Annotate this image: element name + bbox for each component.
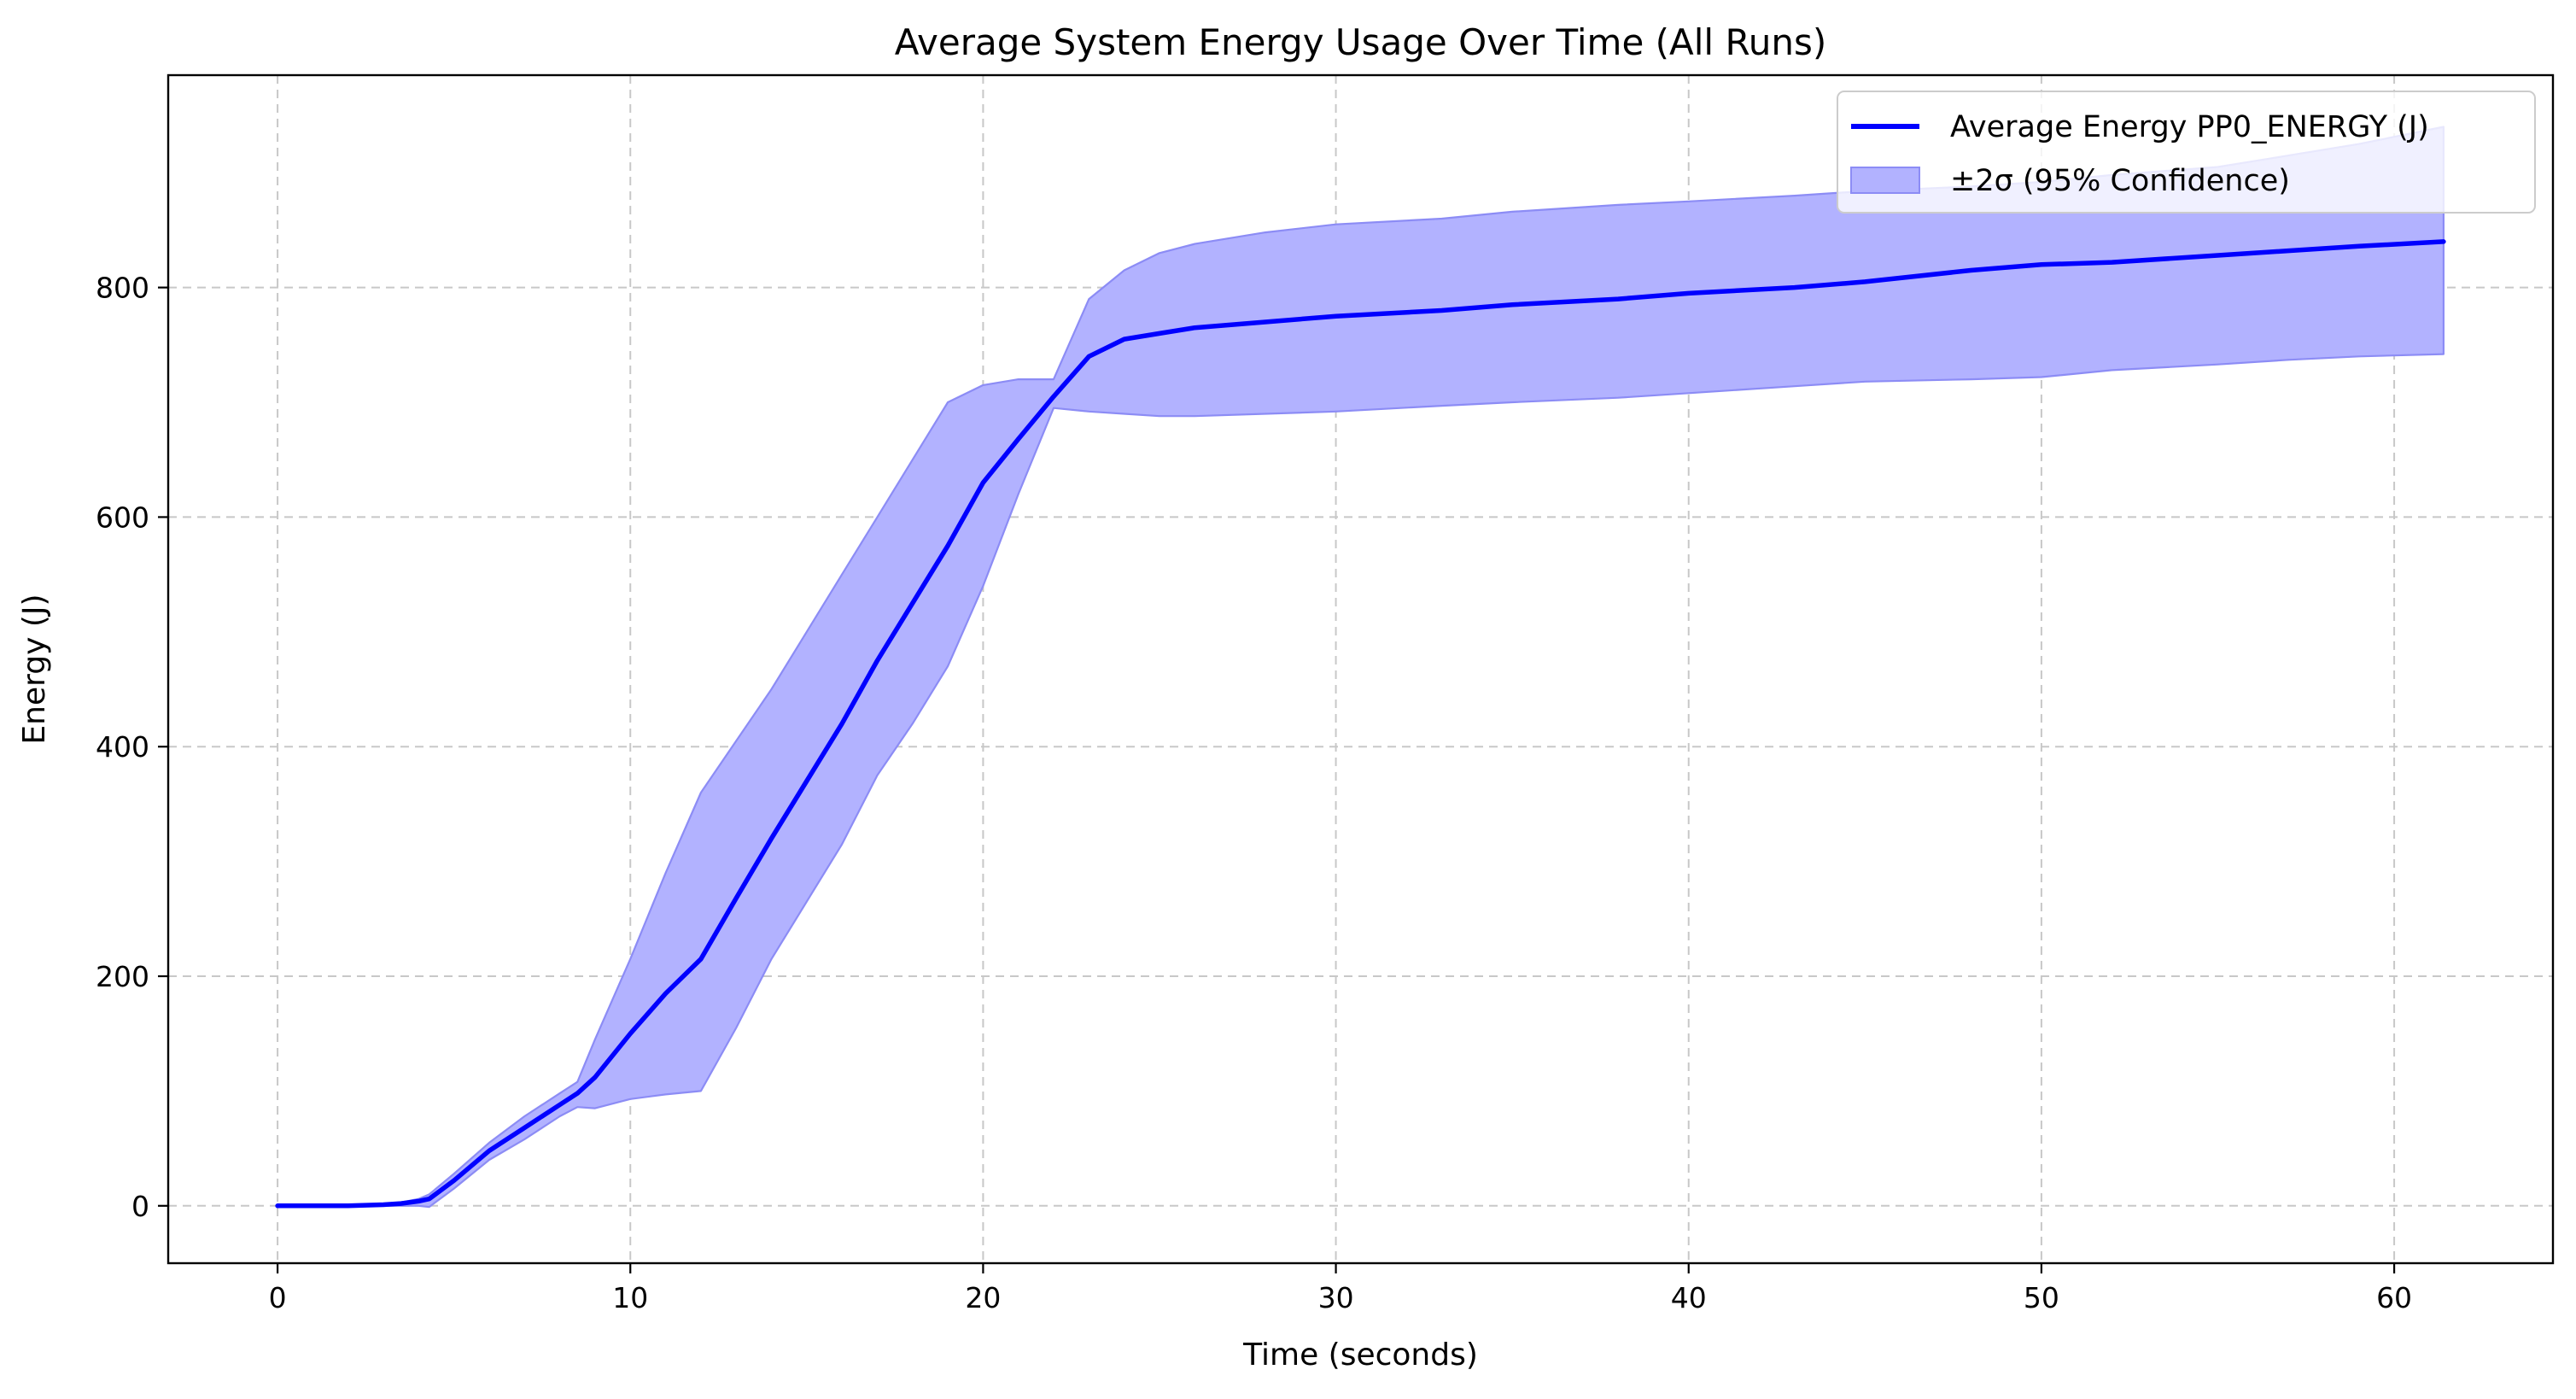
legend: Average Energy PP0_ENERGY (J) ±2σ (95% C… <box>1837 91 2536 214</box>
y-tick-label-400: 400 <box>96 730 149 764</box>
x-axis-ticks: 0 10 20 30 40 50 60 <box>269 1263 2412 1314</box>
legend-box <box>1837 91 2536 214</box>
y-tick-label-200: 200 <box>96 960 149 993</box>
x-tick-label-60: 60 <box>2376 1281 2412 1314</box>
x-tick-label-10: 10 <box>612 1281 648 1314</box>
series-line-average-energy <box>275 239 2446 1209</box>
x-tick-label-50: 50 <box>2024 1281 2059 1314</box>
plot-frame <box>166 73 2555 1265</box>
y-axis-ticks: 0 200 400 600 800 <box>96 272 168 1223</box>
x-tick-label-20: 20 <box>965 1281 1001 1314</box>
legend-band-swatch <box>1850 167 1920 194</box>
legend-label-confidence: ±2σ (95% Confidence) <box>1950 164 2290 198</box>
y-tick-label-600: 600 <box>96 500 149 534</box>
series-line-layer <box>275 239 2446 1209</box>
y-tick-label-800: 800 <box>96 272 149 305</box>
y-axis-label: Energy (J) <box>17 594 52 744</box>
x-tick-label-30: 30 <box>1318 1281 1354 1314</box>
y-tick-label-0: 0 <box>131 1190 149 1223</box>
x-axis-label: Time (seconds) <box>1242 1338 1478 1373</box>
x-tick-label-0: 0 <box>269 1281 287 1314</box>
legend-label-average-energy: Average Energy PP0_ENERGY (J) <box>1950 110 2429 144</box>
x-tick-label-40: 40 <box>1671 1281 1707 1314</box>
chart-title: Average System Energy Usage Over Time (A… <box>895 21 1827 63</box>
